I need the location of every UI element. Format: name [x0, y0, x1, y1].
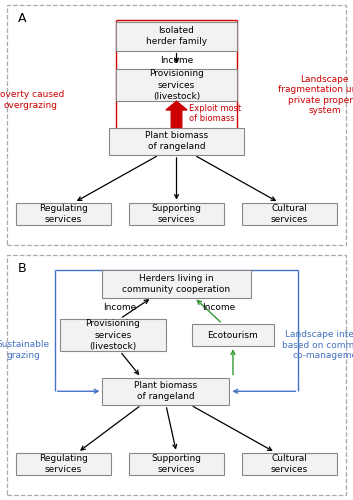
Text: Income: Income — [202, 304, 235, 312]
FancyBboxPatch shape — [242, 202, 337, 225]
FancyBboxPatch shape — [129, 202, 224, 225]
Text: Plant biomass
of rangeland: Plant biomass of rangeland — [134, 381, 197, 402]
FancyBboxPatch shape — [242, 452, 337, 475]
FancyBboxPatch shape — [109, 128, 244, 155]
FancyArrow shape — [166, 101, 187, 128]
Text: Provisioning
services
(livestock): Provisioning services (livestock) — [149, 70, 204, 100]
Text: A: A — [18, 12, 26, 26]
Text: Provisioning
services
(livestock): Provisioning services (livestock) — [85, 320, 140, 350]
Text: Income: Income — [103, 304, 137, 312]
Text: Supporting
services: Supporting services — [151, 454, 202, 474]
Text: Landscape
fragmentation under
private property
system: Landscape fragmentation under private pr… — [277, 75, 353, 115]
Text: Herders living in
community cooperation: Herders living in community cooperation — [122, 274, 231, 294]
Text: Income: Income — [160, 56, 193, 65]
Text: Sustainable
grazing: Sustainable grazing — [0, 340, 49, 359]
FancyBboxPatch shape — [16, 452, 111, 475]
Text: Plant biomass
of rangeland: Plant biomass of rangeland — [145, 131, 208, 152]
Text: Regulating
services: Regulating services — [39, 204, 88, 224]
Text: Isolated
herder family: Isolated herder family — [146, 26, 207, 46]
Text: Ecotourism: Ecotourism — [208, 330, 258, 340]
Text: Cultural
services: Cultural services — [271, 454, 308, 474]
Text: Regulating
services: Regulating services — [39, 454, 88, 474]
Text: Exploit most
of biomass: Exploit most of biomass — [189, 104, 241, 124]
Text: Poverty caused
overgrazing: Poverty caused overgrazing — [0, 90, 65, 110]
FancyBboxPatch shape — [16, 202, 111, 225]
FancyBboxPatch shape — [60, 319, 166, 351]
Text: B: B — [18, 262, 26, 276]
FancyBboxPatch shape — [129, 452, 224, 475]
FancyBboxPatch shape — [116, 68, 237, 101]
FancyBboxPatch shape — [116, 22, 237, 50]
Text: Landscape integrity
based on community
co-management: Landscape integrity based on community c… — [282, 330, 353, 360]
FancyBboxPatch shape — [192, 324, 274, 346]
Text: Supporting
services: Supporting services — [151, 204, 202, 224]
FancyBboxPatch shape — [102, 270, 251, 297]
FancyBboxPatch shape — [102, 378, 229, 405]
Text: Cultural
services: Cultural services — [271, 204, 308, 224]
